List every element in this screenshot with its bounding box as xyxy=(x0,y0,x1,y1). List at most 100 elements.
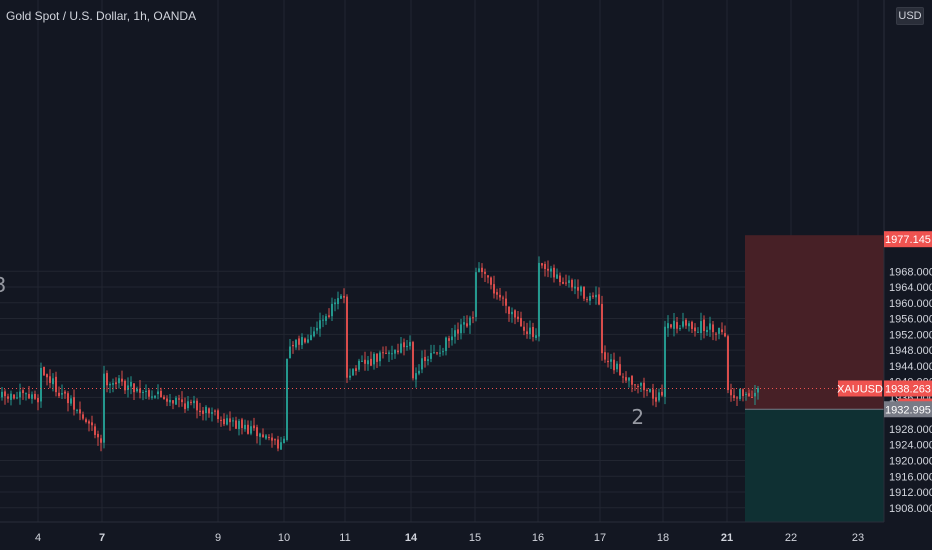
candle-body xyxy=(610,359,612,362)
candle-body xyxy=(139,388,141,393)
candle-body xyxy=(232,420,234,422)
candle-body xyxy=(748,393,750,397)
currency-button[interactable]: USD xyxy=(896,7,924,25)
candle-body xyxy=(538,262,540,337)
candle-body xyxy=(487,275,489,278)
candle-body xyxy=(82,414,84,419)
x-tick-label: 16 xyxy=(532,532,544,544)
candle-body xyxy=(7,396,9,399)
candle-body xyxy=(172,400,174,404)
candle-body xyxy=(400,343,402,353)
candle-body xyxy=(520,318,522,327)
candle-body xyxy=(310,335,312,341)
candle-body xyxy=(730,389,732,396)
take-profit-zone[interactable] xyxy=(745,409,884,522)
candle-body xyxy=(127,385,129,391)
candle-body xyxy=(316,327,318,331)
candle-body xyxy=(157,391,159,395)
x-tick-label: 7 xyxy=(99,532,105,544)
candle-body xyxy=(511,311,513,315)
entry-price-label-text: 1932.995 xyxy=(885,404,931,416)
candle-body xyxy=(535,335,537,339)
candle-body xyxy=(598,294,600,305)
candle-body xyxy=(274,439,276,441)
candle-body xyxy=(688,323,690,327)
candle-body xyxy=(43,366,45,376)
candle-body xyxy=(328,315,330,317)
y-tick-label: 1964.000 xyxy=(889,282,932,294)
candle-body xyxy=(565,282,567,284)
y-tick-label: 1908.000 xyxy=(889,503,932,515)
candle-body xyxy=(268,436,270,438)
price-axis-panel xyxy=(884,0,932,550)
candle-body xyxy=(643,382,645,391)
candle-body xyxy=(646,390,648,392)
candle-body xyxy=(28,393,30,399)
candle-body xyxy=(70,398,72,404)
candle-body xyxy=(496,292,498,295)
candle-body xyxy=(493,284,495,294)
candle-body xyxy=(697,331,699,333)
candle-body xyxy=(442,351,444,353)
y-tick-label: 1960.000 xyxy=(889,298,932,310)
candle-body xyxy=(562,281,564,284)
candle-body xyxy=(739,388,741,399)
candle-body xyxy=(64,391,66,394)
candle-body xyxy=(574,286,576,289)
candle-body xyxy=(586,299,588,301)
wave-label-2: 2 xyxy=(631,405,644,429)
candle-body xyxy=(160,390,162,398)
candle-body xyxy=(13,394,15,399)
candle-body xyxy=(142,392,144,394)
candle-body xyxy=(313,331,315,337)
candle-body xyxy=(451,336,453,341)
candle-body xyxy=(406,345,408,348)
candle-body xyxy=(727,336,729,391)
candle-body xyxy=(577,287,579,291)
candle-body xyxy=(541,263,543,266)
candle-body xyxy=(220,419,222,421)
candle-body xyxy=(736,397,738,399)
candle-body xyxy=(358,360,360,370)
candle-body xyxy=(238,420,240,430)
candle-body xyxy=(364,359,366,364)
candle-body xyxy=(463,322,465,325)
candle-body xyxy=(613,359,615,371)
candle-body xyxy=(394,349,396,354)
candle-body xyxy=(319,320,321,329)
candle-body xyxy=(526,331,528,334)
stop-loss-zone[interactable] xyxy=(745,235,884,410)
y-tick-label: 1912.000 xyxy=(889,487,932,499)
candle-body xyxy=(544,264,546,269)
candle-body xyxy=(691,321,693,329)
candle-body xyxy=(307,339,309,343)
candle-body xyxy=(379,352,381,362)
candle-body xyxy=(148,390,150,397)
candle-body xyxy=(559,275,561,283)
time-axis-panel xyxy=(0,522,932,550)
candle-body xyxy=(19,391,21,398)
candle-body xyxy=(523,326,525,331)
candle-body xyxy=(505,298,507,306)
candle-body xyxy=(340,295,342,299)
candle-body xyxy=(499,294,501,298)
candle-body xyxy=(169,399,171,403)
x-tick-label: 23 xyxy=(852,532,864,544)
candle-body xyxy=(217,410,219,420)
candle-body xyxy=(67,393,69,404)
candle-body xyxy=(10,393,12,400)
candle-body xyxy=(742,389,744,397)
symbol-label xyxy=(838,380,882,397)
candle-body xyxy=(592,295,594,297)
candle-body xyxy=(208,408,210,414)
candle-body xyxy=(145,390,147,392)
candle-body xyxy=(703,319,705,332)
candle-body xyxy=(409,342,411,347)
candle-body xyxy=(331,303,333,317)
candle-body xyxy=(550,268,552,272)
candle-body xyxy=(388,352,390,354)
y-tick-label: 1920.000 xyxy=(889,455,932,467)
candle-body xyxy=(529,327,531,335)
